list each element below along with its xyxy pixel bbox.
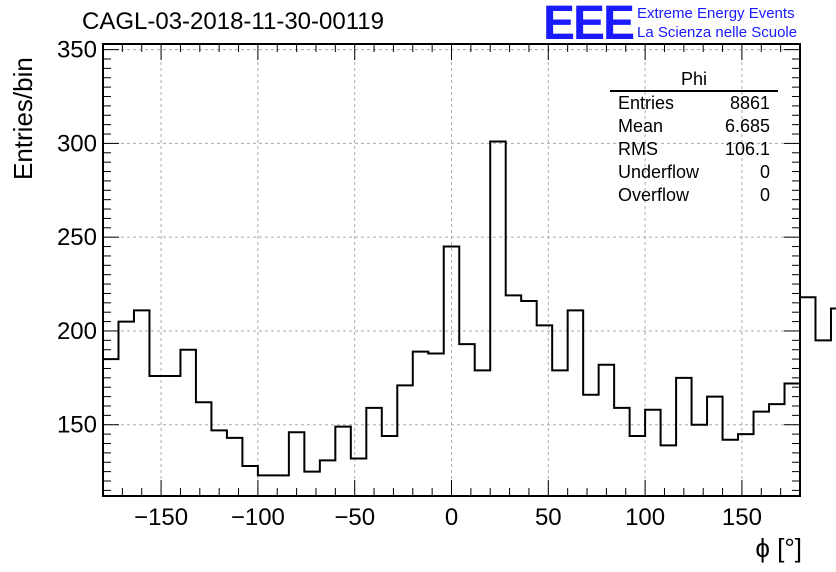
eee-logo: EEE [543,0,635,50]
stats-rows: Entries 8861 Mean 6.685 RMS 106.1 Underflow 0 Ov… [610,92,778,207]
stats-value: 106.1 [724,139,770,159]
stats-row: Entries 8861 [610,92,778,115]
y-tick-label: 350 [57,37,97,64]
x-tick-label: 50 [535,504,562,531]
x-axis-label: ϕ [°] [755,533,802,563]
stats-label: Overflow [618,185,690,205]
stats-value: 0 [759,185,770,205]
stats-row: Overflow 0 [610,184,778,207]
stats-label: Mean [618,116,664,136]
stats-label: RMS [618,139,658,159]
x-tick-label: −50 [334,504,375,531]
stats-label: Entries [618,93,675,113]
stats-value: 6.685 [724,116,770,136]
x-tick-label: 100 [625,504,665,531]
x-tick-label: 0 [445,504,458,531]
x-tick-label: −100 [231,504,285,531]
stats-value: 0 [759,162,770,182]
stats-title: Phi [610,68,778,92]
stats-value: 8861 [729,93,770,113]
x-tick-label: 150 [722,504,762,531]
stats-label: Underflow [618,162,700,182]
logo-line-1: Extreme Energy Events [637,5,795,22]
stats-row: Mean 6.685 [610,115,778,138]
x-tick-label: −150 [134,504,188,531]
histogram-title: CAGL-03-2018-11-30-00119 [82,8,384,35]
logo-caption: Extreme Energy Events La Scienza nelle S… [637,4,797,42]
y-tick-label: 200 [57,318,97,345]
histogram-line [103,140,836,477]
stats-row: Underflow 0 [610,161,778,184]
logo-line-2: La Scienza nelle Scuole [637,24,798,41]
stats-row: RMS 106.1 [610,138,778,161]
stats-box: Phi Entries 8861 Mean 6.685 RMS 106.1 Underflo… [610,68,778,207]
y-tick-label: 150 [57,412,97,439]
y-tick-label: 250 [57,224,97,251]
y-tick-label: 300 [57,130,97,157]
y-axis-label: Entries/bin [8,57,38,180]
